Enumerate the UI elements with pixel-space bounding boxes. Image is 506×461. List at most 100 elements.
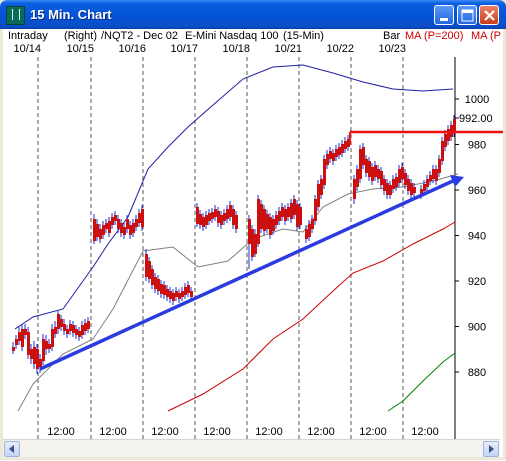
candle-body	[217, 211, 220, 223]
ma-200-line	[167, 221, 456, 412]
candle-body	[326, 154, 329, 165]
chart-area[interactable]: Intraday (Right) /NQT2 - Dec 02 E-Mini N…	[3, 29, 503, 457]
candle-body	[99, 229, 102, 239]
candle-body	[332, 153, 335, 161]
candle-body	[335, 149, 338, 157]
arrow-left-icon	[9, 445, 14, 453]
candle-body	[392, 179, 395, 189]
candle-body	[30, 349, 33, 359]
day-label: 10/14	[13, 43, 41, 55]
minimize-icon	[440, 18, 448, 21]
y-tick-label: 980	[468, 140, 486, 152]
candle-body	[190, 291, 193, 297]
candle-body	[374, 165, 377, 177]
candle-body	[36, 349, 39, 369]
candle-body	[187, 285, 190, 293]
candle-body	[96, 224, 99, 237]
candle-body	[54, 327, 57, 334]
candle-body	[383, 179, 386, 191]
title-bar[interactable]: 15 Min. Chart	[0, 0, 506, 29]
candle-body	[208, 213, 211, 221]
candle-body	[311, 219, 314, 229]
candle-body	[151, 269, 154, 285]
candle-body	[51, 329, 54, 347]
candle-body	[320, 179, 323, 195]
candle-body	[123, 227, 126, 235]
intraday-label: Intraday	[8, 30, 48, 42]
candle-body	[66, 329, 69, 334]
candle-body	[42, 339, 45, 361]
trendline-arrowhead	[450, 175, 464, 187]
candle-body	[235, 215, 238, 229]
candle-body	[410, 183, 413, 195]
candle-body	[202, 217, 205, 227]
candle-body	[356, 169, 359, 187]
candle-body	[12, 347, 15, 351]
time-label: 12:00	[203, 426, 231, 438]
time-label: 12:00	[151, 426, 179, 438]
candle-body	[263, 209, 266, 231]
candle-body	[63, 324, 66, 331]
candle-body	[69, 324, 72, 331]
candle-body	[154, 277, 157, 289]
scroll-right-button[interactable]	[483, 441, 499, 457]
candle-body	[18, 332, 21, 341]
time-label: 12:00	[255, 426, 283, 438]
candle-body	[287, 207, 290, 217]
candle-body	[371, 167, 374, 181]
y-tick-label: 940	[468, 231, 486, 243]
bar-type-label: Bar	[383, 30, 401, 42]
candle-body	[260, 204, 263, 229]
ma-short	[17, 173, 459, 412]
candle-body	[199, 214, 202, 225]
candle-body	[429, 175, 432, 181]
candle-body	[72, 325, 75, 333]
candle-body	[290, 203, 293, 219]
candle-body	[353, 179, 356, 199]
candle-body	[141, 209, 144, 227]
candle-body	[114, 215, 117, 221]
candle-body	[81, 325, 84, 335]
candle-body	[365, 159, 368, 173]
candle-body	[232, 209, 235, 225]
close-button[interactable]	[479, 5, 499, 25]
maximize-button[interactable]	[457, 5, 477, 25]
instrument-label: E-Mini Nasdaq 100	[185, 30, 279, 42]
candle-body	[57, 314, 60, 329]
window-title: 15 Min. Chart	[30, 7, 112, 22]
candle-body	[426, 179, 429, 187]
candle-body	[129, 225, 132, 235]
candle-body	[184, 287, 187, 295]
candle-body	[423, 184, 426, 191]
price-chart: 10/14 10/15 10/16 10/17 10/18 10/21 10/22 10/23…	[12, 43, 503, 439]
day-label: 10/15	[66, 43, 94, 55]
interval-label: (15-Min)	[283, 30, 324, 42]
candle-body	[175, 291, 178, 297]
candle-body	[447, 129, 450, 141]
day-label: 10/16	[118, 43, 146, 55]
candle-body	[78, 331, 81, 337]
time-label: 12:00	[99, 426, 127, 438]
candle-body	[338, 147, 341, 155]
candle-body	[39, 359, 42, 367]
last-price-label: 992.00	[459, 113, 493, 125]
candle-body	[398, 169, 401, 183]
scroll-left-button[interactable]	[4, 441, 20, 457]
candle-body	[145, 254, 148, 277]
horizontal-scrollbar[interactable]	[3, 439, 500, 457]
candle-body	[178, 293, 181, 299]
candle-body	[248, 219, 251, 244]
y-tick-label: 1000	[465, 94, 489, 106]
minimize-button[interactable]	[434, 5, 454, 25]
candle-body	[117, 219, 120, 229]
candle-body	[196, 207, 199, 224]
candle-body	[108, 221, 111, 233]
time-label: 12:00	[359, 426, 387, 438]
candle-body	[272, 219, 275, 231]
candle-body	[432, 169, 435, 179]
candle-body	[120, 223, 123, 233]
candle-body	[453, 119, 456, 133]
scale-side-label: (Right)	[64, 30, 98, 42]
candle-body	[444, 134, 447, 147]
